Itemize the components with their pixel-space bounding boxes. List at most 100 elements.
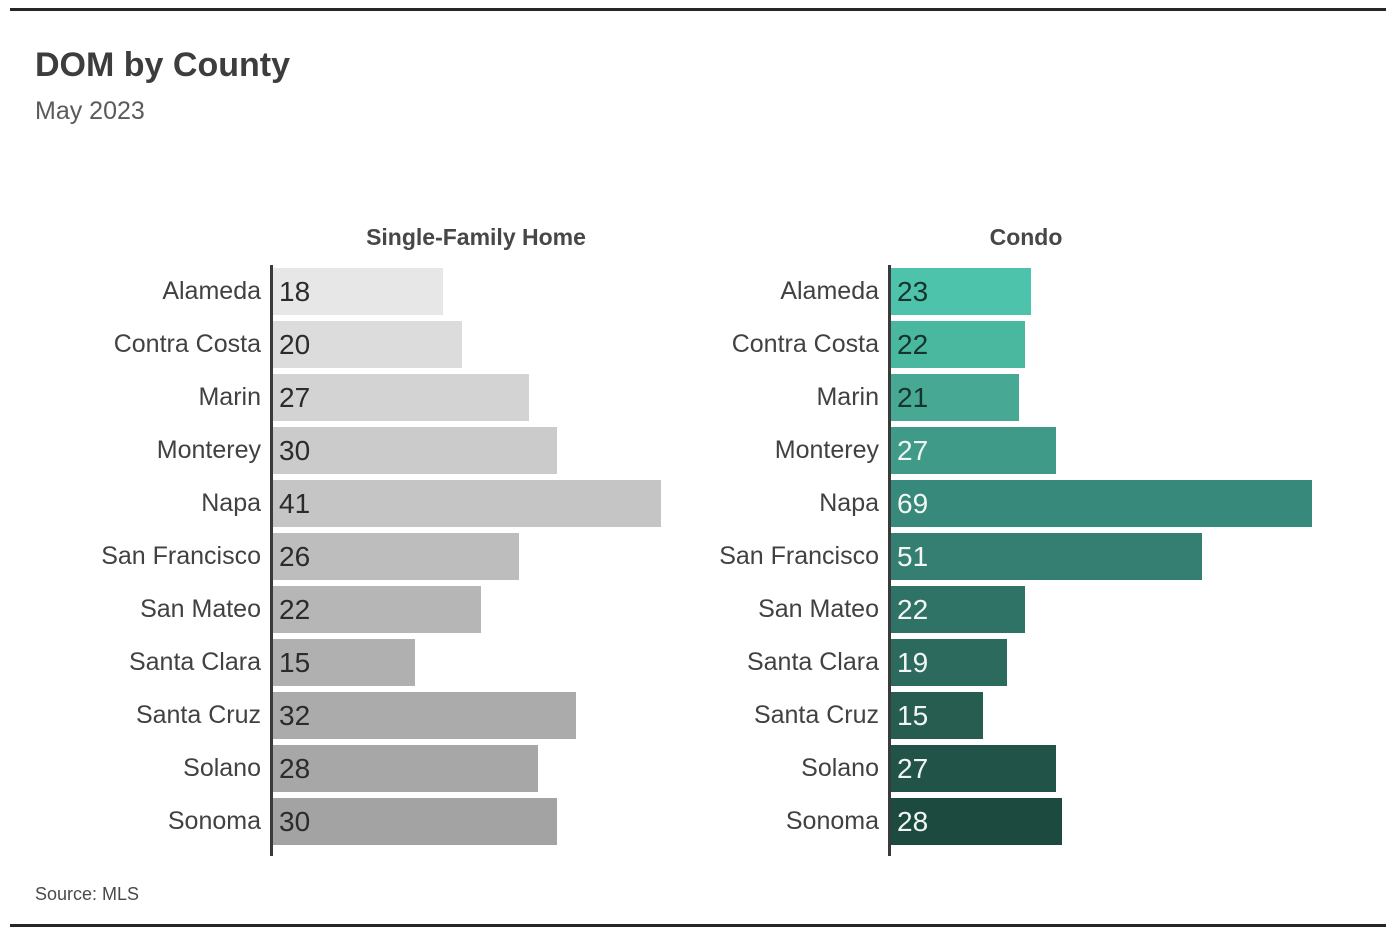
bar-row: 22 <box>891 583 1312 636</box>
category-label: Napa <box>819 489 879 517</box>
bar-row: 15 <box>273 636 661 689</box>
category-label: Solano <box>801 754 879 782</box>
bar-value-label: 15 <box>279 646 311 678</box>
bar-row: 41 <box>273 477 661 530</box>
bar-row: 28 <box>273 742 661 795</box>
category-label: Santa Cruz <box>135 701 261 729</box>
bar-value-label: 51 <box>897 540 929 572</box>
bar: 30 <box>273 798 557 845</box>
bar-row: 30 <box>273 795 661 848</box>
category-label: Alameda <box>780 277 879 305</box>
bar: 27 <box>891 427 1056 474</box>
category-label: Contra Costa <box>113 330 261 358</box>
category-label: Solano <box>183 754 261 782</box>
bar-value-label: 22 <box>279 593 311 625</box>
bar-row: 32 <box>273 689 661 742</box>
category-label: Sonoma <box>785 807 879 835</box>
facet-title-condo: Condo <box>989 224 1063 250</box>
bar: 21 <box>891 374 1020 421</box>
y-axis-line <box>270 265 273 856</box>
category-label: San Mateo <box>140 595 261 623</box>
bar: 20 <box>273 321 463 368</box>
bar-row: 20 <box>273 318 661 371</box>
bar-value-label: 69 <box>897 487 929 519</box>
bar-value-label: 22 <box>897 328 929 360</box>
page-subtitle: May 2023 <box>35 97 145 125</box>
bar-row: 30 <box>273 424 661 477</box>
bar: 27 <box>273 374 529 421</box>
category-label: Santa Clara <box>746 648 879 676</box>
bar: 28 <box>273 745 538 792</box>
category-label: San Mateo <box>758 595 879 623</box>
bar-value-label: 15 <box>897 699 929 731</box>
y-axis-line <box>888 265 891 856</box>
facet-title-single-family-home: Single-Family Home <box>366 224 586 250</box>
bar: 32 <box>273 692 576 739</box>
bar-value-label: 32 <box>279 699 311 731</box>
category-axis-labels: Alameda Contra Costa Marin Monterey Napa San … <box>718 265 888 848</box>
bar-value-label: 28 <box>897 805 929 837</box>
category-label: Monterey <box>156 436 261 464</box>
bar-row: 18 <box>273 265 661 318</box>
category-label: Contra Costa <box>731 330 879 358</box>
bar-value-label: 41 <box>279 487 311 519</box>
plot-area: 23 22 21 27 69 51 22 19 15 27 28 <box>891 265 1312 848</box>
category-label: Sonoma <box>167 807 261 835</box>
bar: 41 <box>273 480 661 527</box>
bar-value-label: 19 <box>897 646 929 678</box>
bar: 22 <box>891 321 1026 368</box>
category-label: Santa Clara <box>128 648 261 676</box>
bar-row: 69 <box>891 477 1312 530</box>
bar-value-label: 22 <box>897 593 929 625</box>
plot-area: 18 20 27 30 41 26 22 15 32 28 30 <box>273 265 661 848</box>
bar-value-label: 28 <box>279 752 311 784</box>
bar: 26 <box>273 533 520 580</box>
bar: 15 <box>891 692 983 739</box>
category-label: Marin <box>816 383 879 411</box>
bar-row: 27 <box>273 371 661 424</box>
facet-single-family-home: Alameda Contra Costa Marin Monterey Napa San … <box>100 265 661 856</box>
bar-value-label: 21 <box>897 381 929 413</box>
bar: 18 <box>273 268 444 315</box>
bar-row: 51 <box>891 530 1312 583</box>
category-label: Santa Cruz <box>753 701 879 729</box>
bar-value-label: 18 <box>279 275 311 307</box>
bar: 22 <box>891 586 1026 633</box>
bar-row: 22 <box>273 583 661 636</box>
bar-value-label: 27 <box>897 434 929 466</box>
top-rule <box>10 8 1386 11</box>
bar-row: 23 <box>891 265 1312 318</box>
bar: 69 <box>891 480 1312 527</box>
category-label: Monterey <box>774 436 879 464</box>
bottom-rule <box>10 924 1386 927</box>
bar-value-label: 26 <box>279 540 311 572</box>
bar-row: 21 <box>891 371 1312 424</box>
bar-row: 27 <box>891 742 1312 795</box>
bar-value-label: 23 <box>897 275 929 307</box>
bar: 15 <box>273 639 415 686</box>
bar: 23 <box>891 268 1032 315</box>
bar: 51 <box>891 533 1203 580</box>
bar: 27 <box>891 745 1056 792</box>
category-label: Marin <box>198 383 261 411</box>
source-note: Source: MLS <box>35 884 140 904</box>
bar-value-label: 30 <box>279 805 311 837</box>
category-label: San Francisco <box>719 542 879 570</box>
bar-row: 26 <box>273 530 661 583</box>
bar-row: 27 <box>891 424 1312 477</box>
chart-header: DOM by County May 2023 <box>35 46 290 126</box>
bar: 30 <box>273 427 557 474</box>
bar-value-label: 27 <box>279 381 311 413</box>
bar-value-label: 30 <box>279 434 311 466</box>
category-axis-labels: Alameda Contra Costa Marin Monterey Napa San … <box>100 265 270 848</box>
bar-row: 22 <box>891 318 1312 371</box>
facet-condo: Alameda Contra Costa Marin Monterey Napa San … <box>718 265 1312 856</box>
bar: 22 <box>273 586 482 633</box>
bar: 19 <box>891 639 1007 686</box>
category-label: San Francisco <box>101 542 261 570</box>
bar-row: 15 <box>891 689 1312 742</box>
bar-value-label: 20 <box>279 328 311 360</box>
bar-row: 28 <box>891 795 1312 848</box>
bar: 28 <box>891 798 1062 845</box>
